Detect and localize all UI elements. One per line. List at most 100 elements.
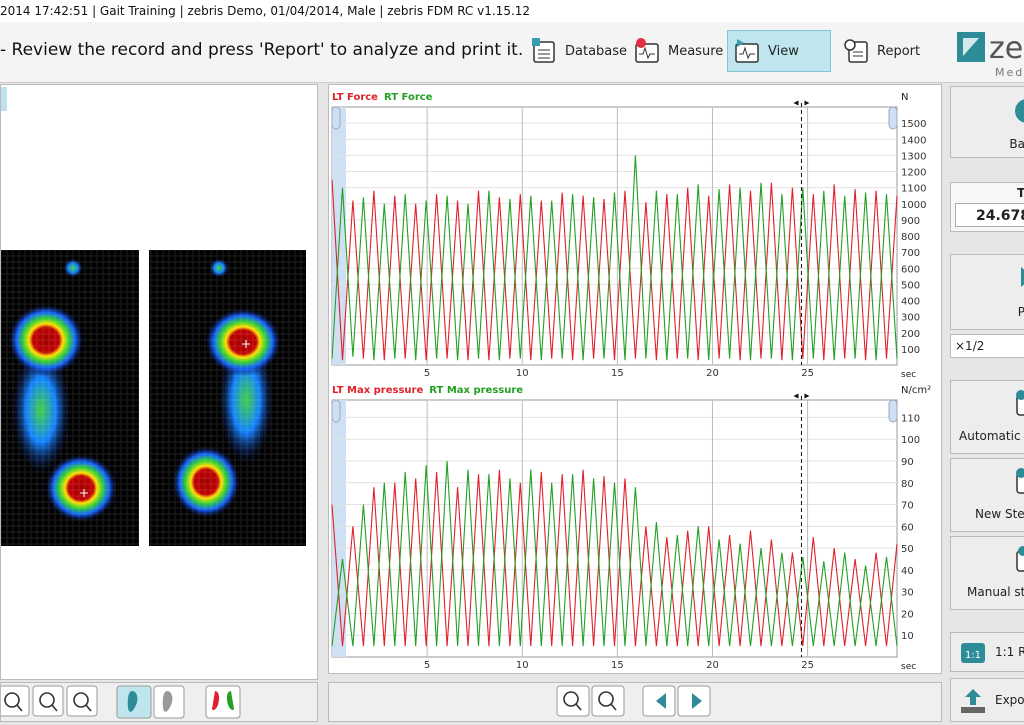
range-handle: [331, 399, 341, 423]
time-value: 24.678: [955, 203, 1024, 227]
y-tick-label: 30: [901, 588, 914, 599]
icon: 1:1: [961, 643, 985, 663]
button-label: New Step: [975, 507, 1024, 521]
x-tick-label: 10: [516, 368, 529, 379]
foot-tools: [0, 685, 241, 719]
y-tick-label: 100: [901, 435, 920, 446]
new-step-button[interactable]: New Step: [950, 458, 1024, 532]
button-label: Measure: [668, 43, 724, 59]
button-label: 1:1 Re: [995, 645, 1024, 659]
one-to-one-button[interactable]: 1:1 Re 1:1: [950, 632, 1024, 672]
control-panel: Ba Ti 24.678 P ×1/2 Automatic S New Step…: [946, 82, 1024, 724]
icon: [735, 39, 759, 63]
measure-button[interactable]: Measure: [627, 30, 727, 72]
time-label: Ti: [1017, 186, 1024, 200]
button-label: Report: [877, 43, 921, 59]
icon: [635, 38, 659, 63]
y-tick-label: 400: [901, 297, 920, 308]
time-box: Ti 24.678: [950, 182, 1024, 232]
y-tick-label: 900: [901, 216, 920, 227]
icon: [1016, 390, 1024, 416]
series-line: [331, 179, 898, 361]
x-tick-label: 15: [611, 368, 624, 379]
x-tick-label: 5: [424, 660, 430, 671]
legend-entry: RT Max pressure: [429, 385, 523, 396]
x-tick-label: 15: [611, 660, 624, 671]
y-tick-label: 800: [901, 232, 920, 243]
y-tick-label: 500: [901, 280, 920, 291]
y-tick-label: 90: [901, 457, 914, 468]
y-tick-label: 100: [901, 345, 920, 356]
logo-graphic: ze Med: [957, 31, 1024, 79]
legend-entry: RT Force: [384, 92, 433, 103]
cursor-arrows: [793, 393, 810, 399]
button-label: Database: [565, 43, 628, 59]
y-tick-label: 80: [901, 479, 914, 490]
foot-panel: [0, 84, 318, 680]
logo-subtext: Med: [995, 66, 1024, 79]
y-axis-label: N/cm²: [901, 385, 931, 396]
range-handle: [888, 399, 898, 423]
icon: [844, 39, 868, 63]
y-tick-label: 40: [901, 566, 914, 577]
range-handle: [888, 106, 898, 130]
automatic-button[interactable]: Automatic S: [950, 380, 1024, 454]
instruction: - Review the record and press 'Report' t…: [0, 40, 524, 60]
toolbar: - Review the record and press 'Report' t…: [0, 22, 1024, 83]
y-tick-label: 600: [901, 264, 920, 275]
icon: [961, 689, 985, 713]
tab: [1, 87, 7, 111]
report-button[interactable]: Report: [836, 30, 936, 72]
y-tick-label: 1000: [901, 200, 926, 211]
x-tick-label: 10: [516, 660, 529, 671]
y-tick-label: 10: [901, 631, 914, 642]
back-button[interactable]: Ba: [950, 86, 1024, 158]
legend-entry: LT Force: [332, 92, 378, 103]
x-tick-label: 20: [706, 660, 719, 671]
speed-select[interactable]: ×1/2: [950, 334, 1024, 358]
button-label: Automatic S: [959, 429, 1024, 443]
y-tick-label: 20: [901, 609, 914, 620]
button-label: Export: [995, 693, 1024, 707]
view-button[interactable]: View: [727, 30, 831, 72]
y-tick-label: 1300: [901, 151, 926, 162]
x-tick-label: 25: [801, 660, 814, 671]
window-title: 2014 17:42:51 | Gait Training | zebris D…: [0, 0, 1024, 22]
x-axis-label: sec: [901, 662, 916, 672]
button-label: P: [1018, 305, 1024, 319]
cursor-arrows: [793, 100, 810, 106]
database-button[interactable]: Database: [524, 30, 628, 72]
legend-entry: LT Max pressure: [332, 385, 423, 396]
y-tick-label: 1100: [901, 184, 926, 195]
export-button[interactable]: Export: [950, 678, 1024, 722]
plot-area: [331, 399, 898, 658]
x-tick-label: 5: [424, 368, 430, 379]
icon: [1015, 99, 1024, 123]
logo: ze Med: [955, 28, 1024, 80]
y-tick-label: 1400: [901, 135, 926, 146]
button-label: Manual ste: [967, 585, 1024, 599]
series-line: [331, 460, 898, 647]
button-label: View: [768, 43, 799, 59]
button-label: Ba: [1009, 137, 1024, 151]
y-tick-label: 70: [901, 501, 914, 512]
x-tick-label: 25: [801, 368, 814, 379]
icon: [1016, 468, 1024, 494]
chart-tools: [556, 685, 711, 717]
y-tick-label: 50: [901, 544, 914, 555]
y-tick-label: 1200: [901, 168, 926, 179]
y-tick-label: 700: [901, 248, 920, 259]
charts: 100 200 300 400 500 600 700 800 900 1000 1100 1200 1…: [331, 92, 931, 672]
y-tick-label: 60: [901, 522, 914, 533]
pressure-images: [1, 250, 306, 546]
x-axis-label: sec: [901, 370, 916, 380]
play-button[interactable]: P: [950, 254, 1024, 330]
logo-text: ze: [989, 31, 1023, 66]
y-tick-label: 300: [901, 313, 920, 324]
y-tick-label: 110: [901, 413, 920, 424]
y-axis-label: N: [901, 92, 908, 103]
range-handle: [331, 106, 341, 130]
manual-step-button[interactable]: Manual ste: [950, 536, 1024, 610]
icon: [1016, 546, 1024, 572]
